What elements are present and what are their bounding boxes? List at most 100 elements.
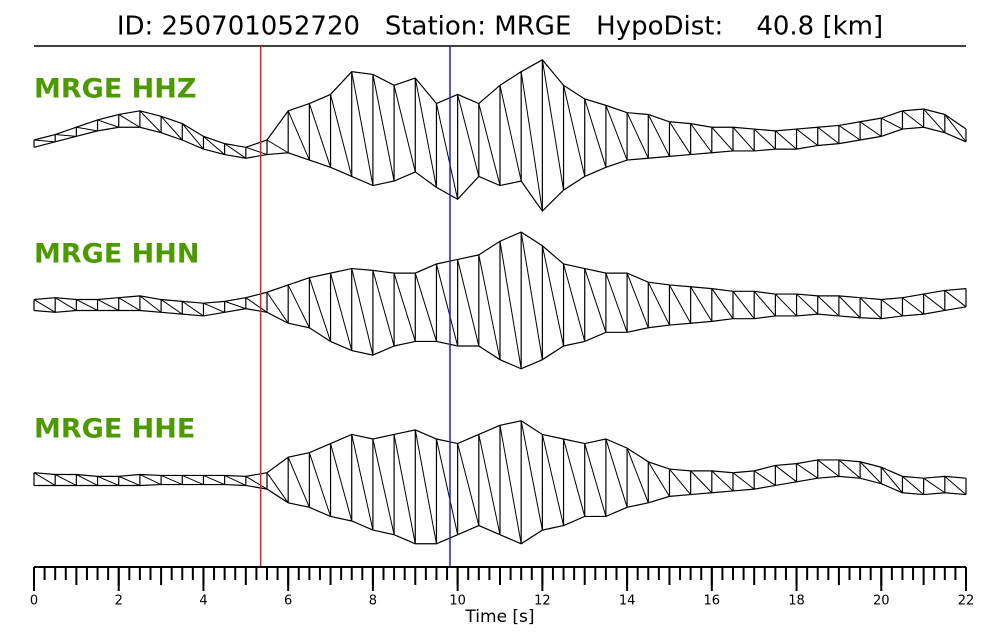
trace-swing-link — [944, 114, 967, 143]
trace-swing-link — [287, 457, 310, 508]
trace-swing-link — [817, 459, 840, 477]
trace-swing-link — [351, 71, 374, 186]
trace-swing-link — [605, 438, 628, 508]
trace-swing-link — [287, 284, 310, 328]
trace-swing-link — [880, 466, 903, 494]
trace-swing-link — [351, 268, 374, 356]
trace-swing-link — [457, 94, 480, 177]
trace-swing-link — [563, 85, 586, 177]
trace-swing-link — [224, 300, 246, 310]
trace-swing-link — [54, 297, 77, 311]
trace-swing-link — [520, 71, 543, 212]
trace-swing-link — [55, 134, 77, 137]
trace-swing-link — [76, 474, 98, 486]
trace-swing-link — [732, 126, 755, 152]
trace-swing-link — [308, 277, 332, 342]
x-tick-label: 22 — [958, 594, 975, 609]
trace-swing-link — [859, 297, 882, 320]
trace-swing-link — [181, 123, 204, 150]
trace-swing-link — [923, 477, 946, 494]
trace-swing-link — [478, 103, 501, 186]
trace-swing-link — [796, 293, 819, 315]
x-tick-label: 0 — [30, 594, 38, 609]
trace-swing-link — [118, 297, 141, 311]
trace-swing-link — [753, 470, 776, 486]
trace-swing-link — [499, 425, 522, 544]
trace-swing-link — [160, 474, 183, 486]
x-axis-label: Time [s] — [464, 607, 534, 627]
trace-swing-link — [457, 259, 480, 347]
x-tick-label: 16 — [704, 594, 721, 609]
trace-swing-link — [605, 272, 628, 333]
trace-swing-link — [775, 465, 797, 483]
trace-swing-link — [711, 288, 734, 319]
trace-swing-link — [817, 295, 840, 317]
x-tick-label: 20 — [873, 594, 890, 609]
trace-swing-link — [838, 295, 861, 319]
trace-swing-link — [435, 263, 459, 347]
trace-swing-link — [97, 299, 119, 311]
trace-swing-link — [414, 77, 437, 188]
trace-swing-link — [139, 110, 162, 134]
trace-swing-link — [435, 438, 459, 535]
trace-swing-link — [690, 286, 713, 322]
trace-swing-link — [796, 463, 819, 479]
trace-swing-link — [203, 302, 225, 313]
trace-swing-link — [838, 459, 861, 479]
trace-swing-link — [118, 475, 141, 486]
trace-swing-link — [139, 295, 162, 313]
trace-swing-link — [160, 299, 183, 315]
x-tick-label: 10 — [449, 594, 466, 609]
trace-swing-link — [753, 291, 776, 317]
trace-swing-link — [330, 94, 353, 177]
trace-swing-link — [33, 139, 56, 143]
x-tick-label: 8 — [369, 594, 377, 609]
trace-swing-link — [584, 443, 607, 517]
trace-swing-link — [690, 470, 713, 494]
trace-swing-link — [923, 108, 946, 134]
trace-swing-link — [647, 114, 670, 157]
trace-swing-link — [669, 468, 692, 495]
chart-title: ID: 250701052720 Station: MRGE HypoDist:… — [117, 12, 883, 42]
trace-swing-link — [541, 434, 565, 526]
x-tick-label: 12 — [534, 594, 551, 609]
trace-swing-link — [97, 475, 119, 486]
trace-swing-link — [584, 268, 607, 333]
trace-swing-link — [266, 139, 289, 154]
trace-label: MRGE HHN — [34, 239, 199, 270]
trace-swing-link — [287, 110, 310, 161]
trace-swing-link — [732, 291, 755, 319]
trace-swing-link — [203, 135, 225, 155]
trace-swing-link — [520, 232, 543, 360]
trace-swing-link — [118, 114, 141, 128]
trace-swing-link — [859, 461, 882, 484]
trace-swing-link — [563, 263, 586, 342]
trace-swing-link — [457, 443, 480, 526]
trace-label: MRGE HHZ — [34, 74, 196, 105]
trace-swing-link — [393, 434, 416, 544]
x-tick-label: 18 — [788, 594, 805, 609]
trace-swing-link — [224, 474, 247, 486]
trace-swing-link — [330, 443, 353, 522]
trace-swing-link — [393, 272, 416, 342]
trace-swing-link — [605, 105, 628, 161]
trace-swing-link — [711, 126, 734, 152]
trace-swing-link — [139, 474, 162, 486]
trace-swing-link — [626, 272, 649, 328]
trace-swing-link — [372, 270, 395, 347]
trace-swing-link — [541, 245, 565, 347]
trace-swing-link — [796, 128, 819, 146]
trace-swing-link — [224, 143, 247, 159]
trace-swing-link — [902, 297, 924, 315]
trace-swing-link — [669, 284, 692, 324]
trace-swing-link — [838, 125, 861, 141]
x-tick-label: 2 — [115, 594, 123, 609]
trace-swing-link — [330, 272, 353, 351]
trace-label: MRGE HHE — [34, 414, 195, 445]
trace-swing-link — [414, 272, 437, 342]
trace-swing-link — [97, 119, 119, 128]
trace-swing-link — [711, 470, 734, 492]
trace-swing-link — [414, 429, 437, 544]
trace-swing-link — [182, 474, 204, 486]
